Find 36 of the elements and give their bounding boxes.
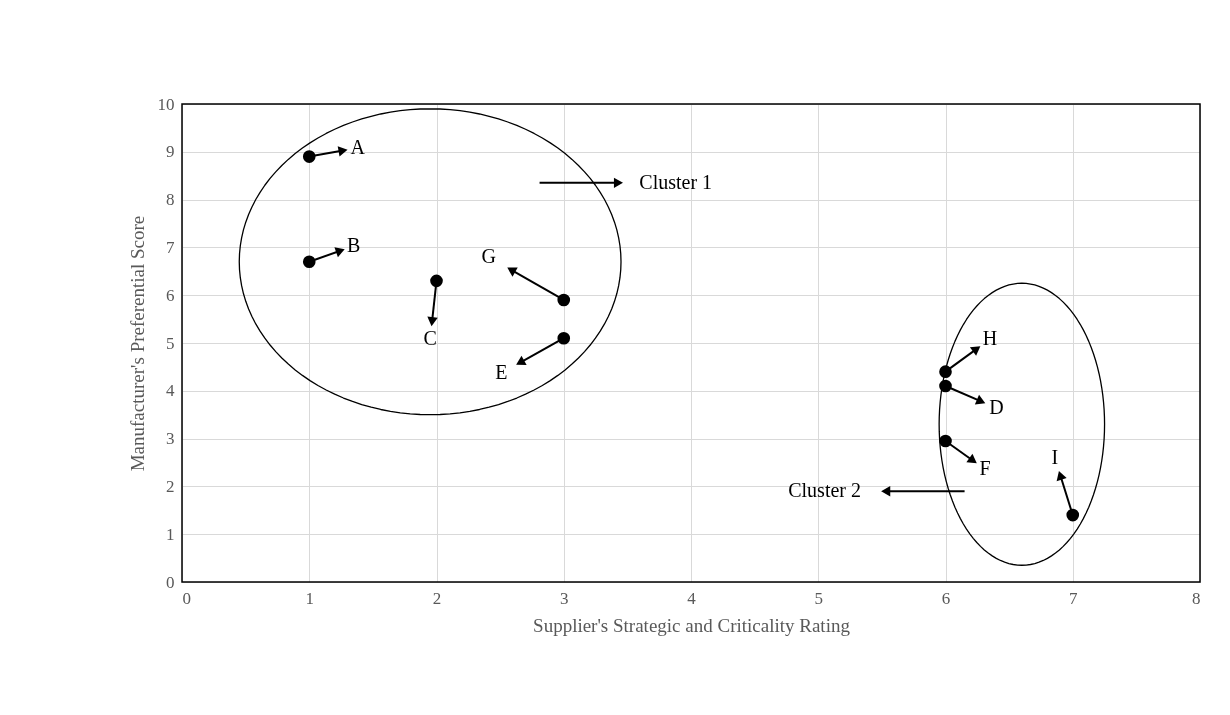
y-tick-label: 9 [166, 142, 175, 162]
y-tick-label: 6 [166, 285, 175, 305]
annotation: F [979, 457, 991, 480]
x-tick-label: 7 [1069, 588, 1078, 608]
y-tick-label: 10 [157, 94, 175, 114]
x-tick-label: 3 [560, 588, 569, 608]
annotation: E [495, 361, 508, 384]
annotation: A [350, 135, 366, 158]
point [430, 274, 443, 288]
annotation: H [982, 327, 998, 350]
x-axis-title: Supplier's Strategic and Criticality Rating [533, 614, 851, 636]
y-tick-label: 8 [166, 190, 175, 210]
y-tick-label: 4 [166, 381, 175, 401]
x-tick-label: 6 [941, 588, 951, 608]
x-tick-label: 5 [814, 588, 823, 608]
x-tick-label: 0 [182, 588, 191, 608]
point [302, 255, 316, 269]
annotation: I [1051, 446, 1059, 469]
annotation: Cluster 1 [639, 170, 713, 193]
x-tick-label: 2 [432, 588, 442, 608]
y-tick-label: 2 [166, 476, 175, 496]
y-tick-label: 0 [166, 572, 175, 592]
point [302, 150, 316, 163]
annotation: D [989, 396, 1004, 419]
annotation: G [481, 244, 496, 267]
y-tick-label: 3 [166, 429, 175, 449]
y-axis-title: Manufacturer's Preferential Score [126, 215, 148, 472]
x-tick-label: 1 [305, 588, 314, 608]
annotation: C [423, 327, 437, 350]
annotation: B [347, 233, 361, 256]
y-tick-label: 1 [166, 524, 175, 544]
y-tick-label: 7 [166, 237, 175, 257]
x-tick-label: 4 [687, 588, 697, 608]
y-tick-label: 5 [166, 333, 175, 353]
x-tick-label: 8 [1192, 588, 1201, 608]
annotation: Cluster 2 [788, 479, 861, 502]
